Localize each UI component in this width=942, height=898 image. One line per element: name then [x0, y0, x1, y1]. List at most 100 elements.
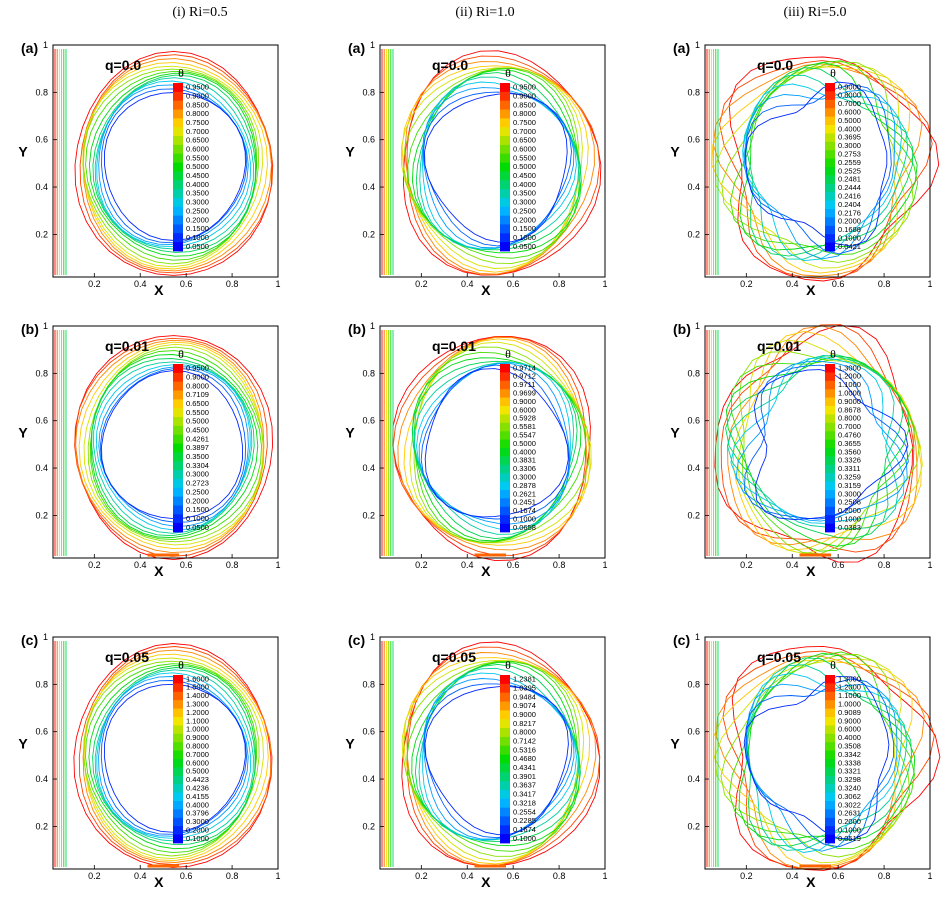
colorbar-symbol: θ: [505, 66, 511, 80]
contour-line: [424, 93, 568, 243]
contour-lines: [54, 49, 274, 276]
colorbar-swatch: [173, 189, 183, 199]
x-tick-label: 0.8: [878, 871, 891, 881]
colorbar-level-label: 1.6000: [186, 674, 209, 683]
colorbar-swatch: [500, 242, 510, 252]
colorbar-level-label: 1.1000: [838, 691, 861, 700]
contour-line: [418, 363, 571, 525]
colorbar-level-label: 0.7000: [186, 750, 209, 759]
contour-line: [403, 657, 591, 865]
y-tick-label: 0.6: [362, 416, 375, 426]
contour-line: [413, 361, 575, 535]
colorbar-swatch: [825, 742, 835, 751]
y-tick-label: 0.2: [35, 229, 48, 239]
contour-line: [423, 683, 573, 839]
colorbar-swatch: [173, 153, 183, 163]
colorbar-level-label: 0.4000: [186, 800, 209, 809]
colorbar-swatch: [825, 826, 835, 835]
q-label: q=0.05: [105, 649, 149, 665]
colorbar-level-label: 0.5000: [838, 116, 861, 125]
colorbar-level-label: 0.1000: [186, 834, 209, 843]
contour-line: [401, 67, 583, 269]
colorbar-swatch: [173, 417, 183, 427]
plot-frame: [52, 44, 279, 278]
colorbar-level-label: 0.2444: [838, 183, 861, 192]
colorbar-level-label: 0.1000: [186, 233, 209, 242]
colorbar-swatch: [173, 478, 183, 489]
colorbar-level-label: 0.2500: [186, 206, 209, 215]
x-tick-label: 0.4: [786, 871, 799, 881]
colorbar-level-label: 0.2000: [838, 817, 861, 826]
colorbar-level-label: 0.3000: [186, 817, 209, 826]
x-tick-label: 0.8: [553, 279, 566, 289]
colorbar-swatch: [173, 759, 183, 768]
q-label: q=0.05: [432, 649, 476, 665]
colorbar-level-label: 0.0500: [186, 523, 209, 532]
colorbar-level-label: 1.2381: [513, 675, 536, 684]
colorbar-level-label: 0.3306: [513, 464, 536, 473]
x-tick-label: 0.8: [553, 871, 566, 881]
colorbar-level-label: 0.4261: [186, 434, 209, 443]
panel-label: (a): [348, 40, 365, 56]
colorbar-symbol: θ: [505, 347, 511, 361]
contour-line: [742, 83, 903, 262]
contour-line: [745, 672, 902, 853]
x-tick-label: 0.4: [461, 560, 474, 570]
colorbar-swatch: [825, 141, 835, 151]
colorbar-level-label: 0.8000: [186, 109, 209, 118]
colorbar-swatch: [825, 725, 835, 735]
colorbar-level-label: 0.2416: [838, 192, 861, 201]
colorbar-swatch: [500, 701, 510, 711]
colorbar-swatch: [173, 83, 183, 93]
plot-frame: [379, 325, 606, 559]
colorbar-symbol: θ: [178, 66, 184, 80]
y-tick-label: 0.8: [362, 87, 375, 97]
colorbar-level-label: 0.1674: [513, 825, 536, 834]
contour-line: [91, 358, 255, 537]
colorbar-swatch: [173, 144, 183, 155]
colorbar-swatch: [173, 505, 183, 515]
contour-lines: [54, 641, 273, 868]
x-tick-label: 1: [927, 560, 932, 570]
contour-line: [87, 346, 265, 543]
colorbar-swatch: [500, 816, 510, 826]
colorbar-swatch: [173, 717, 183, 726]
colorbar-swatch: [500, 215, 510, 225]
colorbar-swatch: [825, 675, 835, 684]
colorbar-level-label: 0.2404: [838, 200, 861, 209]
contour-line: [83, 343, 265, 546]
contour-line: [402, 660, 580, 857]
x-tick-label: 0.6: [180, 560, 193, 570]
colorbar-swatch: [500, 206, 510, 217]
x-tick-label: 0.6: [507, 279, 520, 289]
colorbar-level-label: 0.3796: [186, 809, 209, 818]
colorbar-symbol: θ: [830, 347, 836, 361]
colorbar-swatch: [173, 817, 183, 827]
colorbar-swatch: [500, 380, 510, 390]
contour-line: [407, 68, 580, 259]
colorbar-swatch: [500, 431, 510, 440]
colorbar-swatch: [173, 487, 183, 498]
colorbar-swatch: [825, 225, 835, 235]
contour-line: [424, 686, 569, 836]
x-tick-label: 0.4: [786, 279, 799, 289]
colorbar-swatch: [173, 206, 183, 217]
colorbar-swatch: [825, 209, 835, 218]
colorbar-level-label: 0.4000: [513, 447, 536, 456]
colorbar-swatch: [500, 372, 510, 382]
colorbar-swatch: [173, 136, 183, 146]
y-tick-label: 1: [43, 321, 48, 331]
colorbar-level-label: 0.4423: [186, 775, 209, 784]
contour-line: [715, 655, 925, 870]
y-tick-label: 0.2: [687, 510, 700, 520]
y-tick-label: 0.4: [35, 182, 48, 192]
colorbar-level-label: 0.6000: [513, 145, 536, 154]
plot-frame: [704, 325, 931, 559]
y-tick-label: 0.6: [35, 135, 48, 145]
colorbar-swatch: [500, 798, 510, 809]
colorbar-level-label: 0.4500: [513, 171, 536, 180]
colorbar-level-label: 1.2000: [838, 683, 861, 692]
